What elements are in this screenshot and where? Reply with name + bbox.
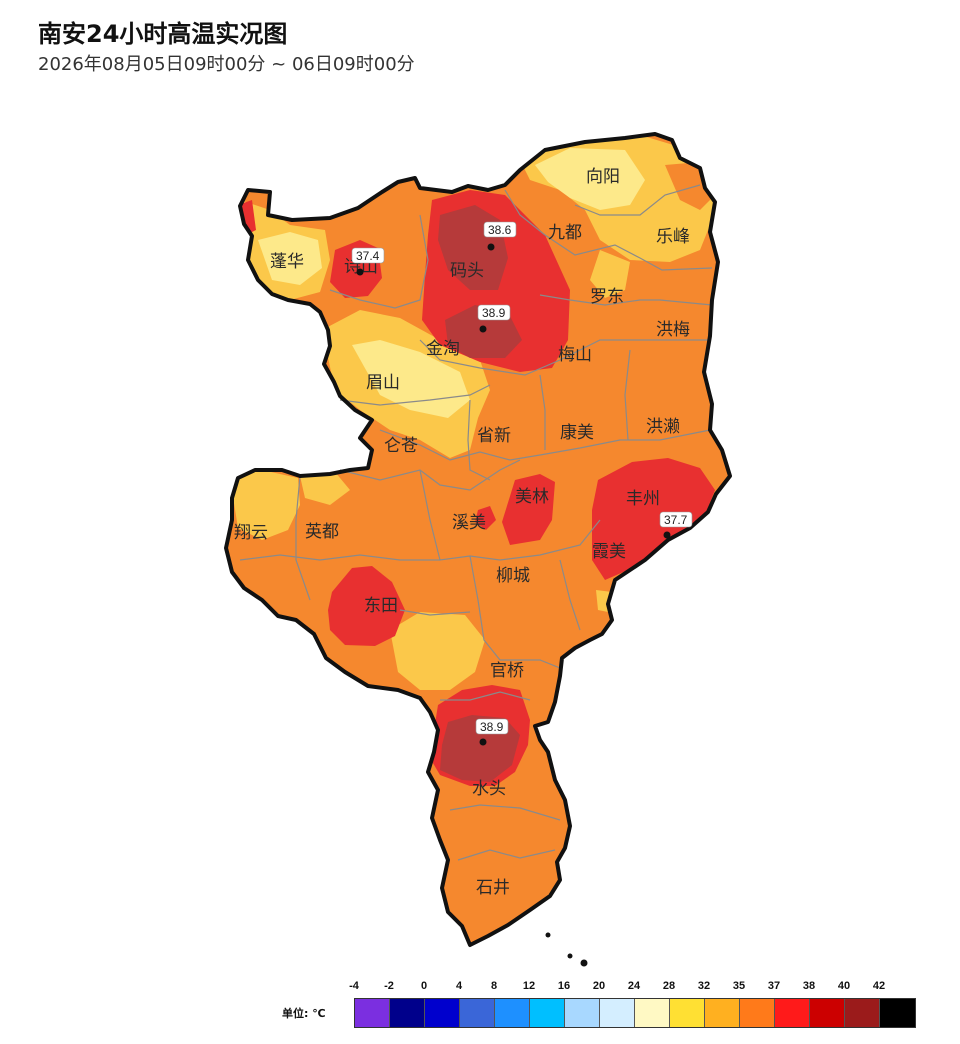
township-boundaries (239, 184, 713, 861)
place-label: 仑苍 (384, 436, 418, 456)
northeast-light-zone (535, 148, 645, 210)
fengzhou-hot-zone (592, 458, 715, 580)
ximei-hot-spot (475, 506, 496, 530)
legend-tick-label: 12 (522, 980, 536, 992)
place-label: 向阳 (586, 167, 620, 187)
legend-color-bar (354, 998, 916, 1028)
place-label: 洪濑 (646, 417, 680, 437)
legend-color-cell (390, 999, 425, 1027)
place-label: 罗东 (590, 287, 624, 307)
station-marker: 38.6 (483, 221, 517, 251)
place-label: 霞美 (592, 542, 626, 562)
legend-tick-label: -4 (349, 980, 359, 992)
station-marker: 37.4 (351, 247, 385, 276)
legend-color-cell (460, 999, 495, 1027)
place-label: 英都 (305, 522, 339, 542)
legend-tick-label: 4 (455, 980, 463, 992)
dongtian-hot-zone (328, 566, 405, 646)
station-value: 38.9 (480, 720, 504, 734)
place-label: 蓬华 (270, 252, 304, 272)
legend-tick-label: 35 (732, 980, 746, 992)
place-label: 丰州 (626, 489, 660, 509)
legend-tick-label: 8 (490, 980, 498, 992)
guanqiao-warm-zone (390, 612, 485, 690)
xiangyun-warm-zone (230, 470, 300, 540)
place-label: 美林 (515, 487, 549, 507)
place-labels: 向阳 九都 乐峰 蓬华 诗山 码头 罗东 洪梅 金淘 梅山 眉山 省新 康美 洪… (234, 167, 690, 898)
legend-tick-label: 40 (837, 980, 851, 992)
legend-color-cell (425, 999, 460, 1027)
place-label: 省新 (477, 426, 511, 446)
legend-tick-label: 24 (627, 980, 641, 992)
legend-color-cell (495, 999, 530, 1027)
legend-color-cell (845, 999, 880, 1027)
legend-tick-label: 16 (557, 980, 571, 992)
place-label: 洪梅 (656, 320, 690, 340)
place-label: 梅山 (558, 345, 592, 365)
legend-color-cell (775, 999, 810, 1027)
place-label: 官桥 (490, 661, 524, 681)
legend-color-cell (810, 999, 845, 1027)
legend-tick-label: 42 (872, 980, 886, 992)
legend-color-cell (740, 999, 775, 1027)
station-marker: 37.7 (659, 511, 693, 539)
legend-ticks: -4 -2 0 4 8 12 16 20 24 28 32 35 37 38 40 42 (349, 980, 914, 996)
place-label: 九都 (548, 223, 582, 243)
place-label: 金淘 (426, 339, 460, 359)
place-label: 乐峰 (656, 227, 690, 247)
legend-tick-label: 38 (802, 980, 816, 992)
place-label: 康美 (560, 423, 594, 443)
place-label: 东田 (364, 596, 398, 616)
place-label: 柳城 (496, 566, 530, 586)
place-label: 溪美 (452, 513, 486, 533)
northwest-light-zone (258, 232, 322, 285)
legend-unit-label: 单位: ℃ (282, 1007, 326, 1020)
legend-tick-label: -2 (384, 980, 394, 992)
station-value: 37.4 (356, 249, 380, 263)
place-label: 眉山 (366, 373, 400, 393)
station-value: 38.6 (488, 223, 512, 237)
legend-tick-label: 0 (420, 980, 428, 992)
legend-color-cell (670, 999, 705, 1027)
place-label: 石井 (476, 878, 510, 898)
legend-color-cell (530, 999, 565, 1027)
legend-color-cell (635, 999, 670, 1027)
legend-tick-label: 32 (697, 980, 711, 992)
meilin-hot-zone (502, 474, 555, 545)
island (580, 959, 588, 967)
page-subtitle: 2026年08月05日09时00分 ~ 06日09时00分 (38, 54, 415, 75)
yingdu-warm-zone (300, 472, 350, 505)
place-label: 水头 (472, 779, 506, 799)
page-title: 南安24小时高温实况图 (38, 20, 288, 48)
legend-color-cell (355, 999, 390, 1027)
legend-tick-label: 28 (662, 980, 676, 992)
legend-color-cell (565, 999, 600, 1027)
island (545, 932, 551, 938)
legend-tick-label: 37 (767, 980, 781, 992)
legend-color-cell (880, 999, 915, 1027)
station-marker: 38.9 (477, 304, 511, 333)
color-legend: 单位: ℃ -4 -2 0 4 8 12 16 20 24 28 32 35 37 38 40 42 (282, 980, 942, 1040)
luodong-warm-zone (590, 250, 630, 298)
temperature-map: 向阳 九都 乐峰 蓬华 诗山 码头 罗东 洪梅 金淘 梅山 眉山 省新 康美 洪… (224, 132, 732, 967)
legend-color-cell (600, 999, 635, 1027)
station-markers: 38.6 37.4 38.9 37.7 38.9 (351, 221, 693, 746)
legend-color-cell (705, 999, 740, 1027)
station-value: 38.9 (482, 306, 506, 320)
legend-tick-label: 20 (592, 980, 606, 992)
place-label: 码头 (450, 261, 484, 281)
place-label: 翔云 (234, 523, 268, 543)
station-value: 37.7 (664, 513, 688, 527)
station-marker: 38.9 (475, 718, 509, 746)
island (567, 953, 573, 959)
